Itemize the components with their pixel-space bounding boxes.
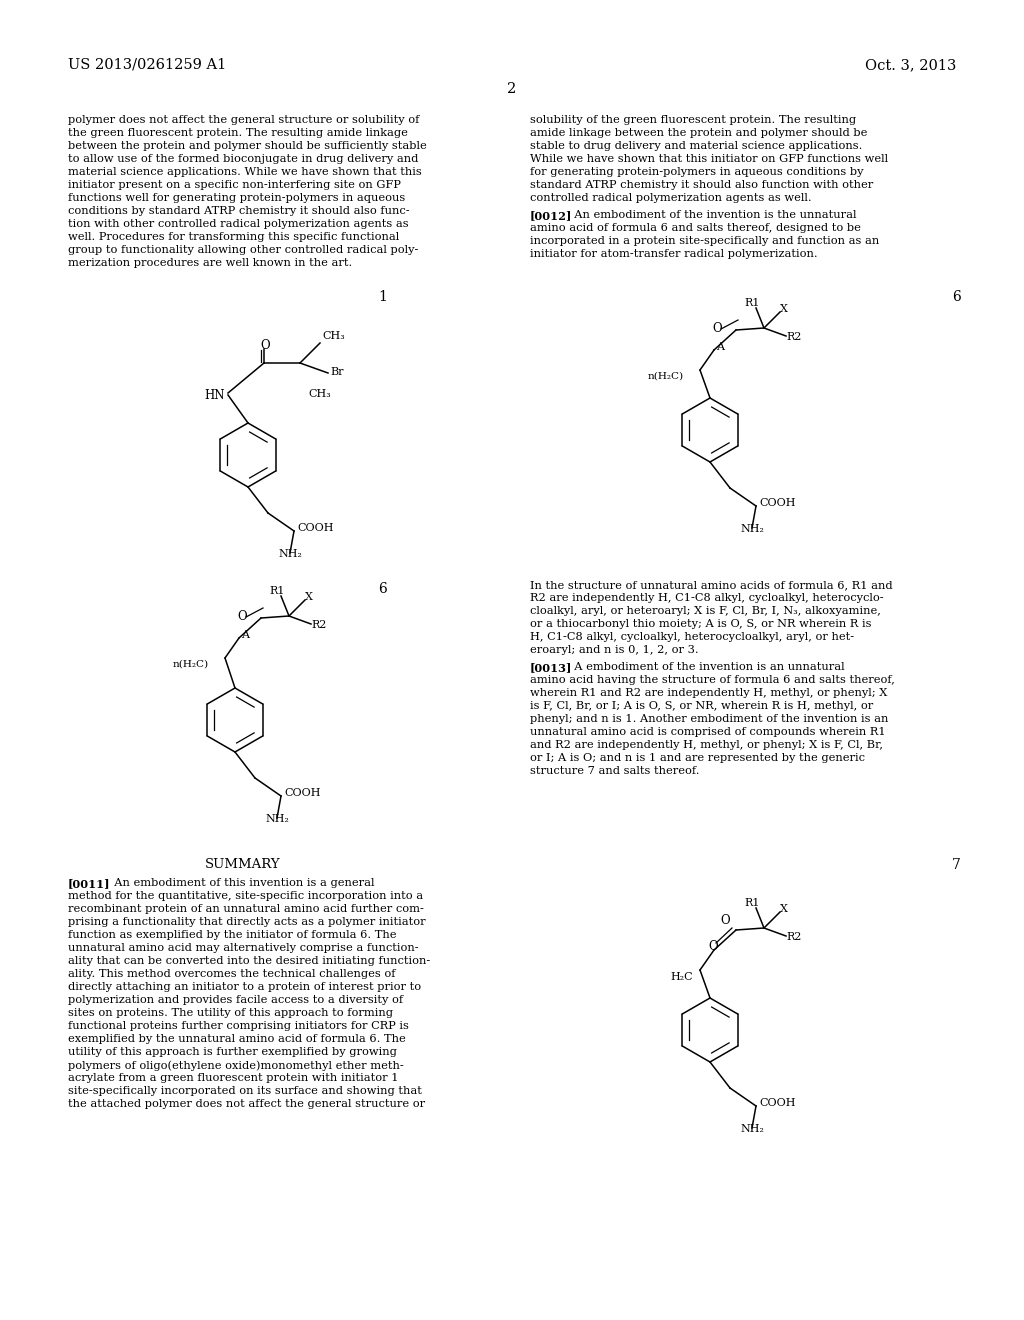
Text: method for the quantitative, site-specific incorporation into a: method for the quantitative, site-specif… [68,891,423,902]
Text: CH₃: CH₃ [308,389,331,399]
Text: ality that can be converted into the desired initiating function-: ality that can be converted into the des… [68,956,430,966]
Text: and R2 are independently H, methyl, or phenyl; X is F, Cl, Br,: and R2 are independently H, methyl, or p… [530,741,883,750]
Text: An embodiment of the invention is the unnatural: An embodiment of the invention is the un… [567,210,856,220]
Text: solubility of the green fluorescent protein. The resulting: solubility of the green fluorescent prot… [530,115,856,125]
Text: A embodiment of the invention is an unnatural: A embodiment of the invention is an unna… [567,663,845,672]
Text: [0011]: [0011] [68,878,111,888]
Text: well. Procedures for transforming this specific functional: well. Procedures for transforming this s… [68,232,399,242]
Text: O: O [712,322,722,335]
Text: initiator for atom-transfer radical polymerization.: initiator for atom-transfer radical poly… [530,249,817,259]
Text: function as exemplified by the initiator of formula 6. The: function as exemplified by the initiator… [68,931,396,940]
Text: A: A [716,342,724,352]
Text: Oct. 3, 2013: Oct. 3, 2013 [864,58,956,73]
Text: eroaryl; and n is 0, 1, 2, or 3.: eroaryl; and n is 0, 1, 2, or 3. [530,645,698,655]
Text: merization procedures are well known in the art.: merization procedures are well known in … [68,257,352,268]
Text: polymerization and provides facile access to a diversity of: polymerization and provides facile acces… [68,995,403,1005]
Text: incorporated in a protein site-specifically and function as an: incorporated in a protein site-specifica… [530,236,880,246]
Text: COOH: COOH [759,1098,796,1107]
Text: structure 7 and salts thereof.: structure 7 and salts thereof. [530,766,699,776]
Text: initiator present on a specific non-interfering site on GFP: initiator present on a specific non-inte… [68,180,400,190]
Text: group to functionality allowing other controlled radical poly-: group to functionality allowing other co… [68,246,419,255]
Text: is F, Cl, Br, or I; A is O, S, or NR, wherein R is H, methyl, or: is F, Cl, Br, or I; A is O, S, or NR, wh… [530,701,873,711]
Text: acrylate from a green fluorescent protein with initiator 1: acrylate from a green fluorescent protei… [68,1073,398,1082]
Text: R1: R1 [269,586,285,597]
Text: 1: 1 [378,290,387,304]
Text: ality. This method overcomes the technical challenges of: ality. This method overcomes the technic… [68,969,395,979]
Text: NH₂: NH₂ [740,1125,764,1134]
Text: utility of this approach is further exemplified by growing: utility of this approach is further exem… [68,1047,397,1057]
Text: An embodiment of this invention is a general: An embodiment of this invention is a gen… [106,878,375,888]
Text: While we have shown that this initiator on GFP functions well: While we have shown that this initiator … [530,154,888,164]
Text: the green fluorescent protein. The resulting amide linkage: the green fluorescent protein. The resul… [68,128,408,139]
Text: O: O [708,940,718,953]
Text: exemplified by the unnatural amino acid of formula 6. The: exemplified by the unnatural amino acid … [68,1034,406,1044]
Text: R1: R1 [744,298,760,308]
Text: directly attaching an initiator to a protein of interest prior to: directly attaching an initiator to a pro… [68,982,421,993]
Text: X: X [780,304,787,314]
Text: for generating protein-polymers in aqueous conditions by: for generating protein-polymers in aqueo… [530,168,863,177]
Text: 6: 6 [952,290,961,304]
Text: 6: 6 [378,582,387,597]
Text: COOH: COOH [297,523,334,533]
Text: site-specifically incorporated on its surface and showing that: site-specifically incorporated on its su… [68,1086,422,1096]
Text: COOH: COOH [284,788,321,799]
Text: polymers of oligo(ethylene oxide)monomethyl ether meth-: polymers of oligo(ethylene oxide)monomet… [68,1060,403,1071]
Text: NH₂: NH₂ [278,549,302,558]
Text: [0013]: [0013] [530,663,572,673]
Text: NH₂: NH₂ [740,524,764,535]
Text: Br: Br [330,367,343,378]
Text: R2: R2 [786,333,802,342]
Text: cloalkyl, aryl, or heteroaryl; X is F, Cl, Br, I, N₃, alkoxyamine,: cloalkyl, aryl, or heteroaryl; X is F, C… [530,606,881,616]
Text: In the structure of unnatural amino acids of formula 6, R1 and: In the structure of unnatural amino acid… [530,579,893,590]
Text: 2: 2 [507,82,517,96]
Text: between the protein and polymer should be sufficiently stable: between the protein and polymer should b… [68,141,427,150]
Text: X: X [305,591,313,602]
Text: material science applications. While we have shown that this: material science applications. While we … [68,168,422,177]
Text: sites on proteins. The utility of this approach to forming: sites on proteins. The utility of this a… [68,1008,393,1018]
Text: R2: R2 [786,932,802,942]
Text: n(H₂C): n(H₂C) [173,660,209,669]
Text: unnatural amino acid is comprised of compounds wherein R1: unnatural amino acid is comprised of com… [530,727,886,737]
Text: HN: HN [204,389,224,403]
Text: the attached polymer does not affect the general structure or: the attached polymer does not affect the… [68,1100,425,1109]
Text: SUMMARY: SUMMARY [205,858,281,871]
Text: 7: 7 [952,858,961,873]
Text: US 2013/0261259 A1: US 2013/0261259 A1 [68,58,226,73]
Text: or I; A is O; and n is 1 and are represented by the generic: or I; A is O; and n is 1 and are represe… [530,752,865,763]
Text: polymer does not affect the general structure or solubility of: polymer does not affect the general stru… [68,115,420,125]
Text: prising a functionality that directly acts as a polymer initiator: prising a functionality that directly ac… [68,917,426,927]
Text: unnatural amino acid may alternatively comprise a function-: unnatural amino acid may alternatively c… [68,942,419,953]
Text: amide linkage between the protein and polymer should be: amide linkage between the protein and po… [530,128,867,139]
Text: NH₂: NH₂ [265,814,289,824]
Text: [0012]: [0012] [530,210,572,220]
Text: conditions by standard ATRP chemistry it should also func-: conditions by standard ATRP chemistry it… [68,206,410,216]
Text: functional proteins further comprising initiators for CRP is: functional proteins further comprising i… [68,1020,409,1031]
Text: standard ATRP chemistry it should also function with other: standard ATRP chemistry it should also f… [530,180,873,190]
Text: O: O [260,339,269,352]
Text: phenyl; and n is 1. Another embodiment of the invention is an: phenyl; and n is 1. Another embodiment o… [530,714,889,723]
Text: or a thiocarbonyl thio moiety; A is O, S, or NR wherein R is: or a thiocarbonyl thio moiety; A is O, S… [530,619,871,630]
Text: R2 are independently H, C1-C8 alkyl, cycloalkyl, heterocyclo-: R2 are independently H, C1-C8 alkyl, cyc… [530,593,884,603]
Text: O: O [720,913,730,927]
Text: O: O [237,610,247,623]
Text: amino acid having the structure of formula 6 and salts thereof,: amino acid having the structure of formu… [530,675,895,685]
Text: controlled radical polymerization agents as well.: controlled radical polymerization agents… [530,193,812,203]
Text: R2: R2 [311,620,327,630]
Text: to allow use of the formed bioconjugate in drug delivery and: to allow use of the formed bioconjugate … [68,154,419,164]
Text: tion with other controlled radical polymerization agents as: tion with other controlled radical polym… [68,219,409,228]
Text: recombinant protein of an unnatural amino acid further com-: recombinant protein of an unnatural amin… [68,904,424,913]
Text: COOH: COOH [759,498,796,508]
Text: H₂C: H₂C [670,972,692,982]
Text: A: A [241,630,249,640]
Text: stable to drug delivery and material science applications.: stable to drug delivery and material sci… [530,141,862,150]
Text: amino acid of formula 6 and salts thereof, designed to be: amino acid of formula 6 and salts thereo… [530,223,861,234]
Text: X: X [780,904,787,913]
Text: n(H₂C): n(H₂C) [648,372,684,381]
Text: R1: R1 [744,898,760,908]
Text: H, C1-C8 alkyl, cycloalkyl, heterocycloalkyl, aryl, or het-: H, C1-C8 alkyl, cycloalkyl, heterocycloa… [530,632,854,642]
Text: functions well for generating protein-polymers in aqueous: functions well for generating protein-po… [68,193,406,203]
Text: wherein R1 and R2 are independently H, methyl, or phenyl; X: wherein R1 and R2 are independently H, m… [530,688,888,698]
Text: CH₃: CH₃ [322,331,345,341]
